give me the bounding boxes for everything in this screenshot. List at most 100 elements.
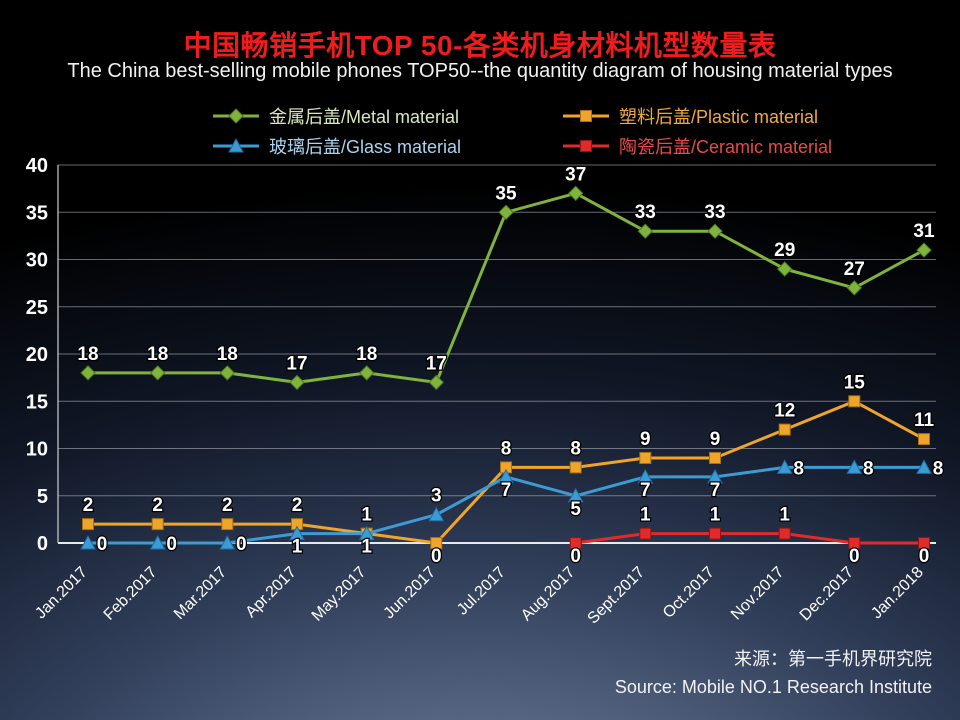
metal-marker	[846, 280, 863, 296]
glass-data-label: 7	[640, 480, 651, 501]
ceramic-data-label: 1	[640, 505, 651, 526]
x-tick-label: Feb.2017	[101, 564, 161, 624]
chart-area: 0 5 10 15 20 25 30 35 40 Jan.2017 Feb.2017 Mar.2017…	[0, 155, 960, 635]
legend-marker-ceramic	[563, 139, 609, 152]
glass-marker	[80, 534, 96, 550]
glass-marker	[916, 459, 932, 474]
metal-data-label: 27	[844, 259, 865, 280]
y-tick-label: 0	[37, 533, 48, 555]
plastic-marker	[639, 452, 652, 464]
ceramic-marker	[918, 537, 930, 549]
plastic-marker	[778, 423, 791, 436]
plastic-marker	[848, 395, 861, 408]
metal-data-label: 18	[217, 344, 238, 365]
plastic-data-label: 11	[914, 410, 935, 431]
metal-marker	[637, 223, 654, 239]
plastic-data-label: 1	[361, 505, 372, 526]
y-tick-label: 40	[26, 155, 48, 177]
glass-data-label: 5	[570, 499, 581, 520]
plastic-marker	[151, 518, 164, 531]
plastic-data-label: 2	[292, 495, 303, 516]
legend-marker-glass	[213, 137, 259, 152]
glass-data-label: 7	[710, 480, 721, 501]
y-tick-label: 5	[37, 486, 48, 508]
glass-data-label: 0	[236, 534, 247, 555]
glass-data-label: 8	[933, 458, 944, 479]
ceramic-data-label: 1	[779, 505, 790, 526]
metal-marker	[498, 204, 514, 221]
metal-data-label: 35	[495, 183, 517, 204]
plastic-data-label: 9	[640, 429, 651, 450]
glass-marker	[358, 525, 375, 541]
legend-item-glass: 玻璃后盖/Glass material	[213, 133, 563, 158]
series-glass: 0 0 0 1 1 3 7 5 7 7 8 8 8	[80, 457, 945, 559]
ceramic-data-label: 0	[849, 546, 860, 567]
plastic-data-label: 8	[570, 438, 581, 459]
metal-data-label: 17	[286, 353, 307, 374]
metal-data-label: 17	[426, 353, 447, 374]
metal-marker	[358, 365, 375, 381]
y-tick-label: 25	[26, 297, 48, 319]
glass-marker	[289, 525, 305, 541]
x-tick-label: Aug.2017	[518, 564, 579, 625]
x-tick-label: Mar.2017	[171, 564, 230, 623]
metal-data-label: 37	[565, 164, 586, 185]
plastic-data-label: 12	[774, 401, 795, 422]
glass-marker	[776, 459, 793, 474]
glass-marker	[567, 487, 584, 503]
legend-label-metal: 金属后盖/Metal material	[269, 106, 460, 127]
metal-marker	[219, 365, 236, 381]
ceramic-marker	[848, 537, 861, 549]
plastic-data-label: 2	[152, 495, 163, 516]
ceramic-line	[575, 532, 924, 545]
metal-data-label: 18	[77, 344, 98, 365]
glass-marker	[846, 459, 863, 474]
metal-data-label: 18	[356, 344, 377, 365]
metal-marker	[776, 261, 793, 277]
plastic-marker	[82, 518, 94, 531]
y-tick-label: 15	[26, 391, 48, 413]
x-tick-label: Nov.2017	[728, 564, 788, 624]
glass-marker	[219, 534, 236, 550]
x-tick-label: Jan.2017	[32, 564, 91, 623]
x-tick-label: Jul.2017	[454, 564, 509, 619]
legend-label-glass: 玻璃后盖/Glass material	[269, 136, 462, 157]
glass-data-label: 1	[361, 537, 372, 558]
glass-marker	[498, 468, 514, 484]
glass-data-label: 3	[431, 486, 442, 507]
x-tick-label: Apr.2017	[243, 564, 300, 621]
plastic-marker	[221, 518, 234, 531]
page-subtitle: The China best-selling mobile phones TOP…	[67, 60, 893, 82]
x-tick-label: Dec.2017	[797, 564, 858, 625]
ceramic-marker	[778, 527, 791, 540]
plastic-data-label: 9	[710, 429, 721, 450]
series-metal: 18 18 18 17 18 17 35 37 33 33 29 27 31	[76, 163, 936, 391]
plastic-marker	[569, 461, 582, 474]
ceramic-marker	[569, 537, 582, 549]
ceramic-marker	[639, 527, 652, 540]
ceramic-marker	[709, 527, 721, 540]
plastic-data-label: 2	[222, 495, 233, 516]
metal-marker	[567, 185, 584, 202]
source-line-en: Source: Mobile NO.1 Research Institute	[614, 677, 932, 698]
glass-data-label: 0	[97, 534, 108, 555]
metal-data-label: 33	[704, 202, 725, 223]
plastic-marker	[430, 537, 443, 549]
glass-data-label: 0	[166, 534, 177, 555]
glass-marker	[428, 506, 445, 522]
legend-label-plastic: 塑料后盖/Plastic material	[619, 106, 819, 127]
glass-data-label: 7	[501, 480, 512, 501]
ceramic-data-label: 1	[710, 505, 721, 526]
source-credit: 来源：第一手机界研究院 Source: Mobile NO.1 Research…	[615, 646, 932, 702]
source-line-cn: 来源：第一手机界研究院	[734, 649, 932, 670]
plastic-data-label: 2	[83, 495, 94, 516]
metal-marker	[149, 365, 166, 381]
ceramic-data-label: 0	[570, 546, 581, 567]
page-title: 中国畅销手机TOP 50-各类机身材料机型数量表	[183, 30, 777, 61]
metal-data-label: 18	[147, 344, 168, 365]
glass-marker	[707, 468, 723, 484]
metal-data-label: 33	[635, 202, 656, 223]
x-tick-label: Jan.2018	[868, 564, 927, 623]
